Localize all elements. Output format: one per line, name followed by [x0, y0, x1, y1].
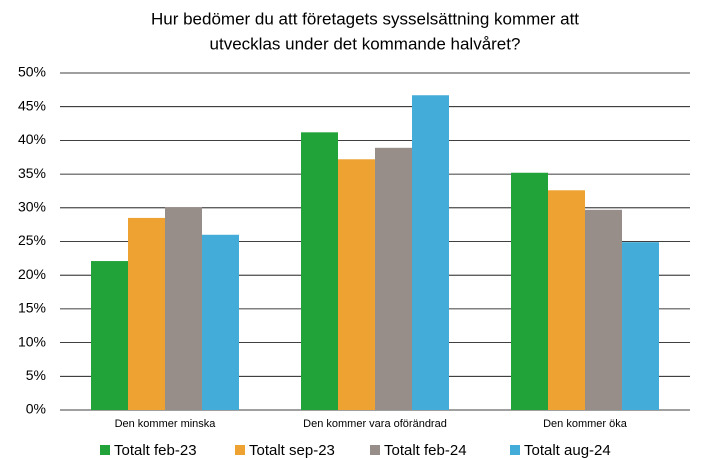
- y-tick-label: 5%: [26, 367, 46, 383]
- y-tick-label: 15%: [18, 300, 46, 316]
- y-tick-label: 50%: [18, 64, 46, 80]
- y-tick-label: 25%: [18, 232, 46, 248]
- legend-label: Totalt aug-24: [524, 442, 611, 459]
- chart-title: utvecklas under det kommande halvåret?: [210, 34, 521, 53]
- bar: [128, 217, 165, 410]
- bar: [622, 242, 659, 410]
- legend-label: Totalt feb-23: [114, 442, 197, 459]
- y-tick-label: 35%: [18, 165, 46, 181]
- y-tick-label: 0%: [26, 401, 46, 417]
- y-tick-label: 45%: [18, 97, 46, 113]
- legend-swatch: [510, 445, 520, 455]
- chart-title: Hur bedömer du att företagets sysselsätt…: [151, 9, 579, 28]
- y-tick-label: 40%: [18, 131, 46, 147]
- legend-swatch: [100, 445, 110, 455]
- legend-swatch: [370, 445, 380, 455]
- legend-label: Totalt feb-24: [384, 442, 467, 459]
- x-tick-label: Den kommer öka: [543, 418, 628, 430]
- legend-swatch: [235, 445, 245, 455]
- bar: [338, 159, 375, 410]
- bar: [585, 209, 622, 410]
- y-tick-label: 30%: [18, 199, 46, 215]
- y-tick-label: 20%: [18, 266, 46, 282]
- x-tick-label: Den kommer minska: [115, 418, 217, 430]
- bar: [301, 132, 338, 410]
- bar: [412, 95, 449, 410]
- y-tick-label: 10%: [18, 333, 46, 349]
- bar: [375, 147, 412, 410]
- bar: [548, 190, 585, 410]
- bar: [165, 207, 202, 410]
- bar: [91, 261, 128, 410]
- x-tick-label: Den kommer vara oförändrad: [303, 418, 447, 430]
- bar: [511, 172, 548, 410]
- bar: [202, 234, 239, 410]
- legend-label: Totalt sep-23: [249, 442, 335, 459]
